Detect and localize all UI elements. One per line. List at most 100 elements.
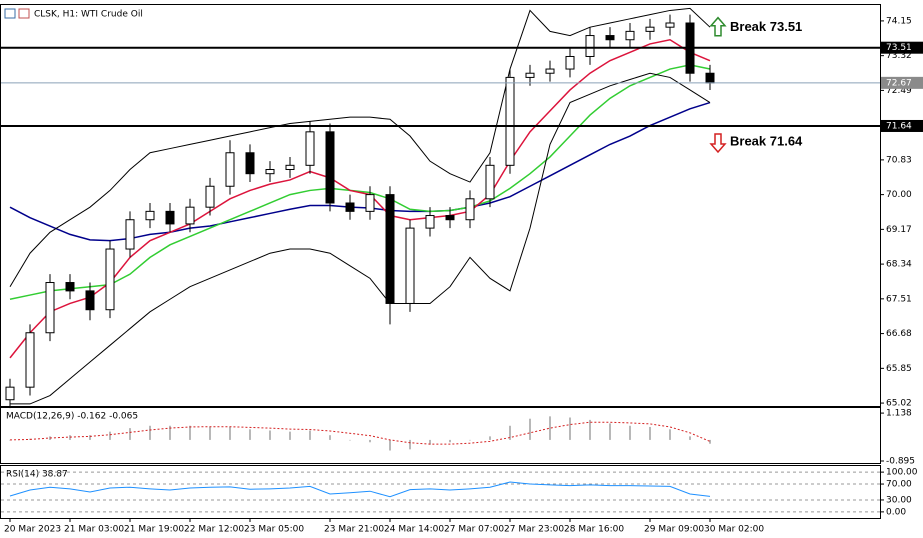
candle-body xyxy=(285,164,295,171)
x-tick-label: 20 Mar 2023 xyxy=(4,525,61,535)
x-tick-label: 27 Mar 07:00 xyxy=(444,525,504,535)
candle-body xyxy=(405,227,415,304)
y-tick-label: 72.49 xyxy=(886,86,912,96)
macd-bar xyxy=(349,439,351,441)
macd-bar xyxy=(609,423,611,440)
y-tick-label: 69.17 xyxy=(886,225,912,235)
x-tick-label: 23 Mar 05:00 xyxy=(244,525,304,535)
band-line xyxy=(10,72,711,405)
price-box-label: 71.64 xyxy=(886,121,912,131)
x-tick-label: 21 Mar 19:00 xyxy=(124,525,184,535)
candle-body xyxy=(345,202,355,212)
candle-body xyxy=(205,185,215,208)
y-tick-label: 65.02 xyxy=(886,399,912,409)
candle-body xyxy=(425,215,435,229)
x-tick-label: 24 Mar 14:00 xyxy=(384,525,444,535)
macd-bar xyxy=(9,439,11,441)
moving-average xyxy=(9,38,711,359)
candle-body xyxy=(665,22,675,28)
candle-body xyxy=(705,72,715,84)
icon xyxy=(4,8,16,19)
x-tick-label: 30 Mar 02:00 xyxy=(704,525,764,535)
y-tick-label: 30.00 xyxy=(886,495,912,505)
rsi-title: RSI(14) 38.87 xyxy=(6,470,68,480)
arrow-icon xyxy=(709,16,727,37)
macd-bar xyxy=(129,428,131,440)
y-tick-label: 68.34 xyxy=(886,260,912,270)
level-label: Break 73.51 xyxy=(730,19,802,34)
main-panel-frame xyxy=(0,4,881,407)
macd-bar xyxy=(449,439,451,443)
y-tick-label: 70.83 xyxy=(886,155,912,165)
candle-body xyxy=(465,198,475,221)
candle-body xyxy=(45,282,55,334)
candle-body xyxy=(145,210,155,221)
icon xyxy=(18,8,30,19)
macd-panel-frame xyxy=(0,407,881,464)
candle-body xyxy=(265,169,275,175)
candle-body xyxy=(505,76,515,166)
macd-bar xyxy=(269,430,271,440)
macd-bar xyxy=(589,419,591,440)
candle-body xyxy=(445,215,455,221)
toolbar-icons xyxy=(4,8,30,19)
macd-bar xyxy=(229,426,231,440)
macd-bar xyxy=(709,439,711,444)
macd-bar xyxy=(409,439,411,450)
signal-line xyxy=(9,421,711,445)
candle-body xyxy=(225,152,235,187)
price-box-label: 72.67 xyxy=(886,78,912,88)
x-tick-label: 21 Mar 03:00 xyxy=(64,525,124,535)
candle-body xyxy=(305,131,315,166)
x-tick-label: 27 Mar 23:00 xyxy=(504,525,564,535)
x-tick-label: 28 Mar 16:00 xyxy=(564,525,624,535)
y-tick-label: 65.85 xyxy=(886,364,912,374)
x-tick-label: 22 Mar 12:00 xyxy=(184,525,244,535)
candle-body xyxy=(585,35,595,57)
y-tick-label: -0.895 xyxy=(886,456,915,466)
price-box xyxy=(881,119,923,132)
level-label: Break 71.64 xyxy=(730,133,803,148)
candle-body xyxy=(185,206,195,225)
macd-bar xyxy=(549,416,551,440)
band-line xyxy=(9,7,711,287)
y-tick-label: 100.00 xyxy=(886,468,918,478)
macd-bar xyxy=(309,430,311,440)
candle-body xyxy=(245,152,255,175)
moving-average xyxy=(9,64,711,300)
macd-bar xyxy=(169,425,171,440)
rsi-line xyxy=(9,481,711,498)
macd-bar xyxy=(569,417,571,440)
arrow-icon xyxy=(709,133,727,154)
macd-bar xyxy=(469,439,471,441)
y-tick-label: 70.00 xyxy=(886,480,912,490)
price-box-label: 73.51 xyxy=(886,43,912,53)
macd-title: MACD(12,26,9) -0.162 -0.065 xyxy=(6,412,138,422)
macd-bar xyxy=(209,426,211,440)
macd-bar xyxy=(289,431,291,440)
macd-bar xyxy=(669,429,671,440)
candle-body xyxy=(605,35,615,41)
macd-bar xyxy=(429,439,431,445)
candle-body xyxy=(85,290,95,311)
candle-body xyxy=(65,282,75,292)
candle-body xyxy=(545,68,555,74)
candle-body xyxy=(325,131,335,204)
macd-bar xyxy=(649,426,651,440)
x-tick-label: 23 Mar 21:00 xyxy=(324,525,384,535)
macd-bar xyxy=(189,425,191,440)
macd-bar xyxy=(629,425,631,440)
rsi-panel-frame xyxy=(0,465,881,519)
macd-bar xyxy=(509,425,511,440)
candle-body xyxy=(625,30,635,41)
macd-bar xyxy=(389,439,391,451)
y-tick-label: 70.00 xyxy=(886,190,912,200)
candle-body xyxy=(165,210,175,225)
macd-bar xyxy=(689,436,691,440)
candle-body xyxy=(485,164,495,200)
candle-body xyxy=(525,72,535,78)
macd-bar xyxy=(249,429,251,440)
candle-body xyxy=(565,55,575,70)
macd-bar xyxy=(149,425,151,440)
